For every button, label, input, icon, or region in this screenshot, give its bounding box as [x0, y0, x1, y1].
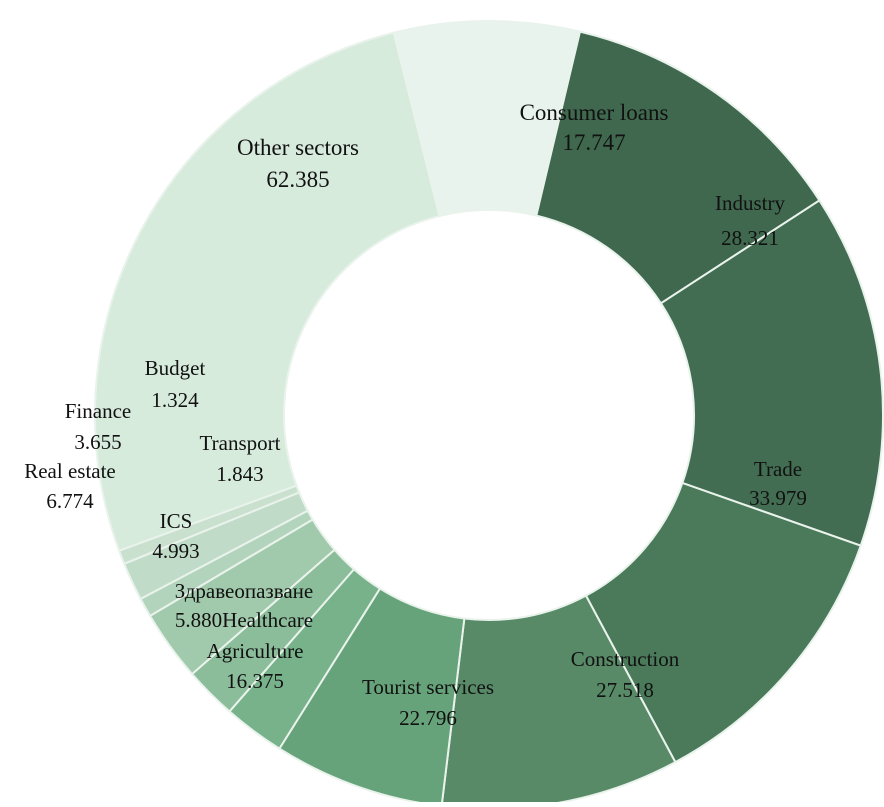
label-construction: Construction — [571, 647, 680, 671]
value-industry: 28.321 — [721, 226, 779, 250]
label-здравеопазване: Здравеопазване — [175, 579, 314, 603]
value-budget: 1.324 — [151, 388, 199, 412]
value-tourist-services: 22.796 — [399, 706, 457, 730]
slice-trade — [659, 199, 884, 547]
value-transport: 1.843 — [216, 462, 263, 486]
value-agriculture: 16.375 — [226, 669, 284, 693]
label-trade: Trade — [754, 457, 802, 481]
slice-construction — [584, 481, 862, 764]
value-ics: 4.993 — [152, 539, 199, 563]
label-industry: Industry — [715, 191, 785, 215]
label-tourist-services: Tourist services — [362, 675, 494, 699]
value-consumer-loans: 17.747 — [562, 130, 625, 155]
label-agriculture: Agriculture — [207, 639, 304, 663]
value-trade: 33.979 — [749, 486, 807, 510]
slice-industry — [535, 30, 821, 305]
label-real-estate: Real estate — [24, 459, 116, 483]
value-construction: 27.518 — [596, 678, 654, 702]
value-здравеопазване: 5.880Healthcare — [175, 608, 313, 632]
label-consumer-loans: Consumer loans — [520, 100, 669, 125]
label-transport: Transport — [200, 431, 281, 455]
value-real-estate: 6.774 — [46, 489, 94, 513]
label-ics: ICS — [160, 509, 193, 533]
slice-other-sectors — [94, 31, 441, 552]
value-other-sectors: 62.385 — [266, 167, 329, 192]
label-other-sectors: Other sectors — [237, 135, 359, 160]
value-finance: 3.655 — [74, 430, 121, 454]
label-finance: Finance — [65, 399, 131, 423]
label-budget: Budget — [145, 356, 206, 380]
